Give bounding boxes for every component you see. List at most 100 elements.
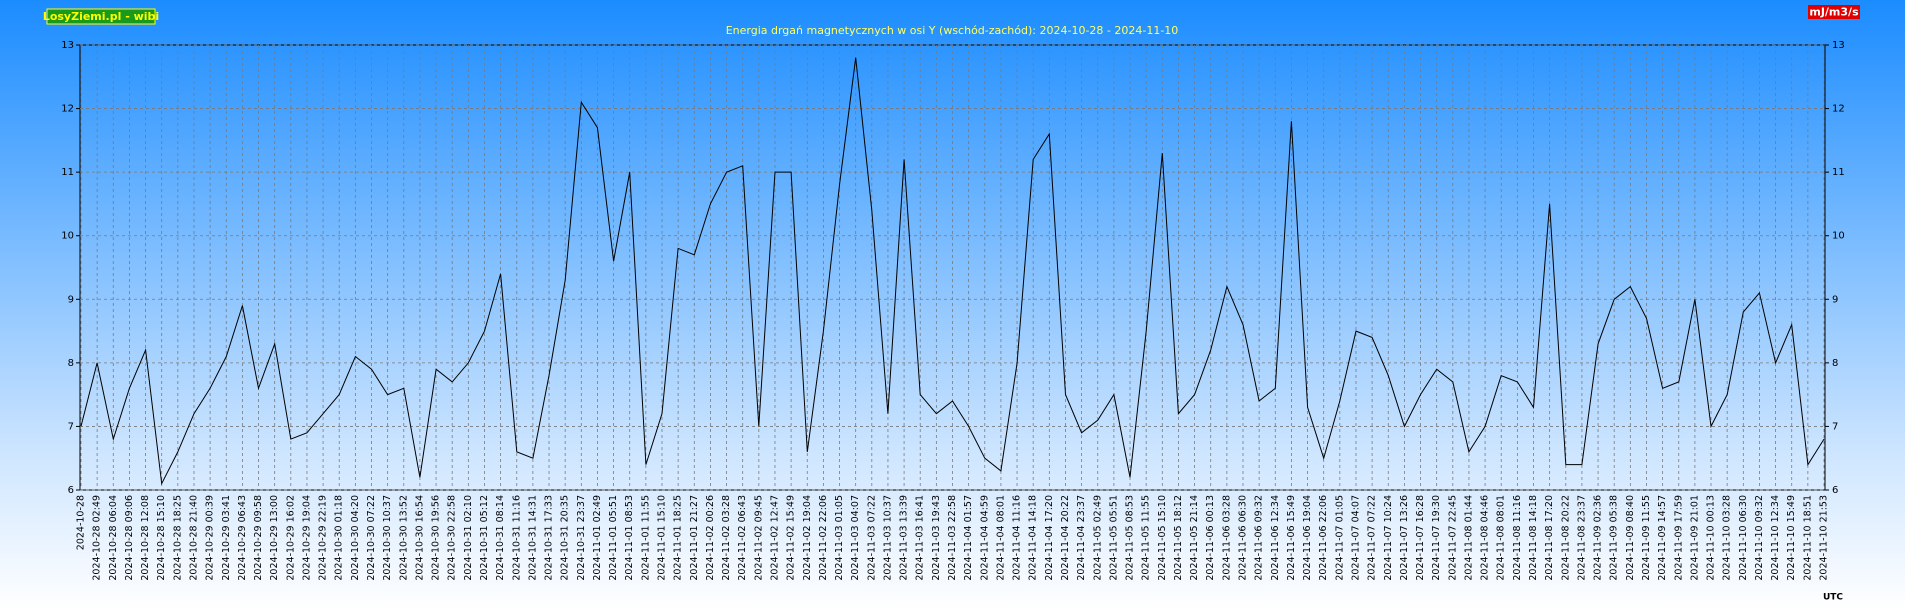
- x-tick-label: 2024-10-30 16:54: [414, 495, 425, 581]
- y2-tick-label: 7: [1832, 421, 1838, 432]
- badge-box: [46, 8, 156, 25]
- x-tick-label: 2024-11-04 11:16: [1012, 495, 1023, 581]
- x-tick-label: 2024-11-06 15:49: [1286, 495, 1297, 581]
- x-tick-label: 2024-11-09 21:01: [1689, 495, 1700, 581]
- x-tick-label: 2024-10-31 02:10: [463, 495, 474, 581]
- x-tick-label: 2024-11-02 12:47: [769, 495, 780, 581]
- badge: LosyZiemi.pl - wibi: [43, 10, 159, 23]
- x-tick-label: 2024-10-31 14:31: [527, 495, 538, 581]
- x-tick-label: 2024-10-30 22:58: [447, 495, 458, 581]
- x-tick-label: 2024-11-09 02:36: [1593, 495, 1604, 581]
- x-tick-label: 2024-11-05 11:55: [1141, 495, 1152, 581]
- y2-tick-label: 9: [1832, 294, 1838, 305]
- x-tick-label: 2024-10-29 13:00: [269, 495, 280, 581]
- x-tick-label: 2024-11-09 14:57: [1657, 495, 1668, 581]
- x-tick-label: 2024-11-03 16:41: [915, 495, 926, 581]
- x-tick-label: 2024-11-04 04:59: [979, 495, 990, 581]
- x-tick-label: 2024-11-06 09:32: [1254, 495, 1265, 581]
- x-tick-label: 2024-11-02 06:43: [737, 495, 748, 581]
- y-tick-label: 9: [68, 294, 74, 305]
- x-tick-label: 2024-10-28 02:49: [92, 495, 103, 581]
- x-tick-label: 2024-10-29 19:04: [301, 495, 312, 581]
- x-tick-label: 2024-11-08 14:18: [1528, 495, 1539, 581]
- y2-tick-label: 8: [1832, 358, 1838, 369]
- x-tick-label: 2024-11-03 04:07: [850, 495, 861, 581]
- x-tick-label: 2024-11-03 07:22: [866, 495, 877, 581]
- x-tick-label: 2024-11-04 17:20: [1044, 495, 1055, 581]
- x-tick-label: 2024-11-08 01:44: [1463, 495, 1474, 581]
- x-tick-label: 2024-10-30 10:37: [382, 495, 393, 581]
- x-tick-label: 2024-11-08 04:46: [1480, 495, 1491, 581]
- x-tick-label: 2024-11-06 06:30: [1238, 495, 1249, 581]
- y-tick-label: 12: [61, 104, 74, 115]
- x-tick-label: 2024-10-30 04:20: [350, 495, 361, 581]
- x-tick-label: 2024-11-05 18:12: [1173, 495, 1184, 581]
- x-tick-label: 2024-11-07 16:28: [1415, 495, 1426, 581]
- x-tick-label: 2024-11-02 19:04: [802, 495, 813, 581]
- timezone: UTC: [1823, 593, 1843, 603]
- x-tick-label: 2024-11-09 17:59: [1673, 495, 1684, 581]
- y-tick-label: 10: [61, 231, 74, 242]
- y2-tick-label: 6: [1832, 485, 1838, 496]
- x-tick-label: 2024-11-01 08:53: [624, 495, 635, 581]
- x-tick-label: 2024-11-07 19:30: [1431, 495, 1442, 581]
- x-tick-label: 2024-11-08 23:37: [1576, 495, 1587, 581]
- x-tick-label: 2024-10-30 07:22: [366, 495, 377, 581]
- x-tick-label: 2024-11-05 15:10: [1157, 495, 1168, 581]
- y-tick-label: 7: [68, 421, 74, 432]
- x-tick-label: 2024-11-02 03:28: [721, 495, 732, 581]
- x-tick-label: 2024-10-29 16:02: [285, 495, 296, 581]
- x-tick-label: 2024-10-29 03:41: [221, 495, 232, 581]
- x-tick-label: 2024-11-07 01:05: [1334, 495, 1345, 581]
- x-tick-label: 2024-11-06 19:04: [1302, 495, 1313, 581]
- y2-tick-label: 12: [1832, 104, 1845, 115]
- x-tick-label: 2024-11-08 17:20: [1544, 495, 1555, 581]
- y2-tick-label: 10: [1832, 231, 1845, 242]
- x-tick-label: 2024-11-09 08:40: [1625, 495, 1636, 581]
- x-tick-label: 2024-10-31 23:37: [576, 495, 587, 581]
- x-tick-label: 2024-11-09 11:55: [1641, 495, 1652, 581]
- x-tick-label: 2024-11-06 03:28: [1221, 495, 1232, 581]
- data-line: [80, 57, 1825, 486]
- x-tick-label: 2024-10-31 17:33: [544, 495, 555, 581]
- x-tick-label: 2024-11-02 09:45: [753, 495, 764, 581]
- x-tick-label: 2024-11-02 15:49: [786, 495, 797, 581]
- x-tick-label: 2024-11-03 01:05: [834, 495, 845, 581]
- x-tick-label: 2024-10-30 01:18: [334, 495, 345, 581]
- x-tick-label: 2024-11-03 22:58: [947, 495, 958, 581]
- x-tick-label: 2024-11-07 07:22: [1367, 495, 1378, 581]
- y2-tick-label: 11: [1832, 167, 1845, 178]
- x-tick-label: 2024-11-03 13:39: [899, 495, 910, 581]
- x-tick-label: 2024-10-29 00:39: [205, 495, 216, 581]
- x-tick-label: 2024-11-08 08:01: [1496, 495, 1507, 581]
- x-tick-label: 2024-11-10 03:28: [1722, 495, 1733, 581]
- y2-tick-label: 13: [1832, 40, 1845, 51]
- x-tick-label: 2024-11-01 02:49: [592, 495, 603, 581]
- x-tick-label: 2024-11-10 21:53: [1819, 495, 1830, 581]
- x-tick-label: 2024-10-28 18:25: [172, 495, 183, 581]
- x-tick-label: 2024-11-03 19:43: [931, 495, 942, 581]
- x-tick-label: 2024-11-01 18:25: [673, 495, 684, 581]
- x-tick-label: 2024-10-30 19:56: [431, 495, 442, 581]
- x-tick-label: 2024-11-10 18:51: [1802, 495, 1813, 581]
- x-tick-label: 2024-10-28 09:06: [124, 495, 135, 581]
- x-tick-label: 2024-10-31 05:12: [479, 495, 490, 581]
- x-tick-label: 2024-11-04 14:18: [1028, 495, 1039, 581]
- x-tick-label: 2024-11-01 15:10: [657, 495, 668, 581]
- x-tick-label: 2024-11-02 22:06: [818, 495, 829, 581]
- unit-badge-box: [1808, 5, 1860, 19]
- x-tick-label: 2024-11-08 20:22: [1560, 495, 1571, 581]
- x-tick-label: 2024-11-01 11:55: [640, 495, 651, 581]
- x-tick-label: 2024-11-07 22:45: [1447, 495, 1458, 581]
- x-tick-label: 2024-11-03 10:37: [882, 495, 893, 581]
- x-tick-label: 2024-11-07 04:07: [1350, 495, 1361, 581]
- x-tick-label: 2024-11-05 02:49: [1092, 495, 1103, 581]
- x-tick-label: 2024-10-31 11:16: [511, 495, 522, 581]
- x-tick-label: 2024-11-07 13:26: [1399, 495, 1410, 581]
- x-tick-label: 2024-10-29 22:19: [318, 495, 329, 581]
- unit-badge: mJ/m3/s: [1809, 6, 1859, 19]
- x-tick-label: 2024-11-04 08:01: [995, 495, 1006, 581]
- x-tick-label: 2024-11-05 05:51: [1108, 495, 1119, 581]
